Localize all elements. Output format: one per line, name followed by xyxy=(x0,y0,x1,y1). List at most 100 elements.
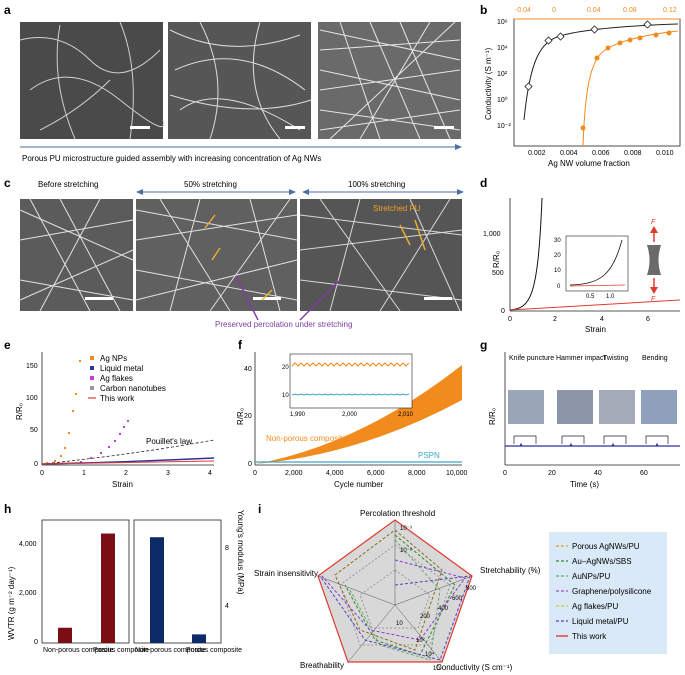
svg-text:4: 4 xyxy=(600,316,604,323)
svg-text:F: F xyxy=(651,219,656,226)
panel-g-ylabel: R/R₀ xyxy=(488,408,497,425)
svg-text:60: 60 xyxy=(640,470,648,477)
sem-image-low xyxy=(20,22,163,139)
bar-modulus-nonporous xyxy=(150,537,164,643)
series-nonporous-label: Non-porous composite xyxy=(266,434,347,443)
svg-text:1,990: 1,990 xyxy=(290,412,306,418)
svg-text:0.010: 0.010 xyxy=(656,150,674,157)
stage-50: 50% stretching xyxy=(184,180,237,189)
svg-text:1: 1 xyxy=(82,470,86,477)
panel-b-ylabel: Conductivity (S m⁻¹) xyxy=(484,47,493,120)
panel-f-xlabel: Cycle number xyxy=(334,480,384,489)
panel-h-label: h xyxy=(4,502,11,516)
svg-text:10⁴: 10⁴ xyxy=(497,45,508,52)
panel-b-xlabel: Ag NW volume fraction xyxy=(548,159,630,168)
svg-text:150: 150 xyxy=(26,363,38,370)
panel-f-label: f xyxy=(238,338,243,352)
panel-g-chart: 0 20 40 60 Time (s) R/R₀ Knife puncture … xyxy=(488,352,680,489)
svg-text:Bending: Bending xyxy=(642,355,668,362)
svg-text:1.0: 1.0 xyxy=(606,294,615,300)
svg-text:4: 4 xyxy=(208,470,212,477)
svg-text:200: 200 xyxy=(420,614,431,620)
svg-text:40: 40 xyxy=(594,470,602,477)
svg-text:AuNPs/PU: AuNPs/PU xyxy=(572,572,610,581)
svg-text:Carbon nanotubes: Carbon nanotubes xyxy=(100,384,166,393)
panel-h-chart: 4,000 2,000 0 8 4 WVTR (g m⁻² day⁻¹) You… xyxy=(7,510,245,654)
svg-text:0.004: 0.004 xyxy=(560,150,578,157)
svg-text:0: 0 xyxy=(34,461,38,468)
svg-text:0: 0 xyxy=(508,316,512,323)
svg-text:Graphene/polysilicone: Graphene/polysilicone xyxy=(572,587,652,596)
panel-d-label: d xyxy=(480,176,487,190)
svg-text:10: 10 xyxy=(282,393,289,399)
svg-text:20: 20 xyxy=(548,470,556,477)
svg-text:0.006: 0.006 xyxy=(592,150,610,157)
svg-text:1,000: 1,000 xyxy=(483,231,501,238)
stage-before: Before stretching xyxy=(38,180,98,189)
svg-text:10⁻³: 10⁻³ xyxy=(400,526,412,532)
svg-text:Ag flakes/PU: Ag flakes/PU xyxy=(572,602,618,611)
stage-100: 100% stretching xyxy=(348,180,405,189)
svg-text:0.08: 0.08 xyxy=(623,7,637,14)
svg-text:Breathability: Breathability xyxy=(300,661,344,670)
svg-text:10: 10 xyxy=(554,268,561,274)
svg-text:0: 0 xyxy=(557,284,561,290)
svg-text:Twisting: Twisting xyxy=(603,355,628,362)
svg-text:Stretchability (%): Stretchability (%) xyxy=(480,566,541,575)
svg-text:4,000: 4,000 xyxy=(19,541,37,548)
note-stretched-pu: Stretched PU xyxy=(373,204,421,213)
svg-text:0: 0 xyxy=(40,470,44,477)
bar-wvtr-nonporous xyxy=(58,627,72,643)
svg-text:50: 50 xyxy=(30,427,38,434)
svg-text:Non-porous composite: Non-porous composite xyxy=(135,647,206,654)
svg-text:10⁴: 10⁴ xyxy=(425,651,435,658)
panel-a-sem-images xyxy=(19,21,461,140)
svg-text:This work: This work xyxy=(100,394,135,403)
svg-text:2,000: 2,000 xyxy=(285,470,303,477)
svg-text:Liquid metal/PU: Liquid metal/PU xyxy=(572,617,629,626)
svg-text:0.5: 0.5 xyxy=(586,294,595,300)
note-percolation: Preserved percolation under stretching xyxy=(215,320,352,329)
svg-text:40: 40 xyxy=(244,366,252,373)
panel-d-xlabel: Strain xyxy=(585,325,606,334)
svg-text:2: 2 xyxy=(553,316,557,323)
panel-e-xlabel: Strain xyxy=(112,480,133,489)
panel-b-label: b xyxy=(480,3,487,17)
svg-text:10,000: 10,000 xyxy=(446,470,468,477)
svg-text:10⁰: 10⁰ xyxy=(497,96,508,104)
svg-text:0: 0 xyxy=(552,7,556,14)
panel-g-xlabel: Time (s) xyxy=(570,480,599,489)
svg-text:4: 4 xyxy=(225,603,229,610)
svg-text:30: 30 xyxy=(554,238,561,244)
svg-text:0: 0 xyxy=(253,470,257,477)
svg-text:Ag flakes: Ag flakes xyxy=(100,374,133,383)
panel-a-caption: Porous PU microstructure guided assembly… xyxy=(22,154,321,163)
svg-text:Knife puncture: Knife puncture xyxy=(509,355,554,362)
panel-b-chart: -0.04 0 0.04 0.08 0.12 10⁶ 10⁴ 10² 10⁰ 1… xyxy=(484,7,681,168)
svg-text:10⁻²: 10⁻² xyxy=(400,548,412,554)
svg-text:Strain insensitivity: Strain insensitivity xyxy=(254,569,318,578)
svg-text:0.002: 0.002 xyxy=(528,150,546,157)
svg-text:Au–AgNWs/SBS: Au–AgNWs/SBS xyxy=(572,557,632,566)
svg-text:10⁶: 10⁶ xyxy=(433,665,443,672)
svg-text:10⁻²: 10⁻² xyxy=(497,123,511,130)
panel-d-ylabel: R/R₀ xyxy=(492,251,501,268)
svg-text:-0.04: -0.04 xyxy=(515,7,531,14)
svg-text:Porous composite: Porous composite xyxy=(186,647,242,654)
svg-text:20: 20 xyxy=(244,413,252,420)
svg-text:Ag NPs: Ag NPs xyxy=(100,354,127,363)
svg-text:Porous composite: Porous composite xyxy=(93,647,149,654)
svg-text:2,000: 2,000 xyxy=(19,590,37,597)
panel-e-ylabel: R/R₀ xyxy=(15,403,24,420)
svg-text:0: 0 xyxy=(34,639,38,646)
svg-text:6: 6 xyxy=(646,316,650,323)
panel-g-label: g xyxy=(480,338,487,352)
svg-text:F: F xyxy=(651,296,656,303)
panel-h-ylabel-right: Young's modulus (MPa) xyxy=(236,510,245,595)
svg-text:This work: This work xyxy=(572,632,607,641)
panel-i-legend: Porous AgNWs/PU Au–AgNWs/SBS AuNPs/PU Gr… xyxy=(549,532,667,654)
svg-text:100: 100 xyxy=(26,395,38,402)
panel-d-chart: 1,000 500 0 0 2 4 6 Strain R/R₀ 30 20 10… xyxy=(483,197,681,334)
svg-text:10²: 10² xyxy=(416,638,425,644)
svg-text:0.008: 0.008 xyxy=(624,150,642,157)
